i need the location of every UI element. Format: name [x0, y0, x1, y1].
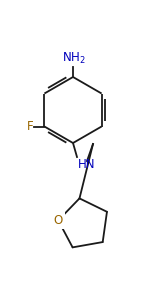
Text: HN: HN [78, 158, 96, 171]
Text: F: F [27, 120, 33, 133]
Text: NH$_2$: NH$_2$ [62, 51, 86, 66]
Text: O: O [54, 214, 63, 227]
